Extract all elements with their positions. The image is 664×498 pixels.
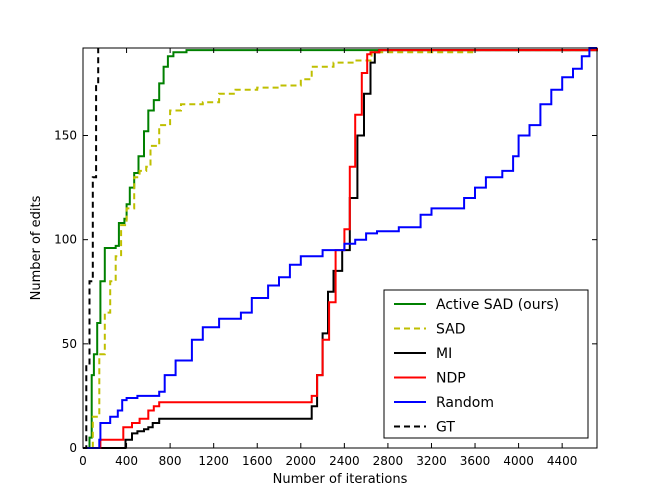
- x-tick-label: 800: [159, 454, 182, 468]
- x-tick-label: 4400: [547, 454, 578, 468]
- legend-label-ndp: NDP: [436, 371, 466, 387]
- legend: Active SAD (ours) SAD MI NDP Random GT: [383, 289, 589, 439]
- x-tick-label: 400: [115, 454, 138, 468]
- legend-label-sad: SAD: [436, 322, 466, 338]
- legend-label-gt: GT: [436, 420, 455, 436]
- legend-label-mi: MI: [436, 346, 452, 362]
- y-tick-label: 50: [62, 337, 77, 351]
- x-tick-label: 0: [79, 454, 87, 468]
- series-line-sad: [83, 48, 598, 449]
- y-axis-label: Number of edits: [29, 195, 44, 300]
- series-line-active-sad-ours: [83, 48, 598, 449]
- x-tick-label: 1200: [198, 454, 229, 468]
- y-tick-label: 150: [54, 129, 77, 143]
- series-line-random: [83, 47, 597, 449]
- legend-label-active-sad-ours: Active SAD (ours): [436, 297, 559, 313]
- y-tick-label: 100: [54, 233, 77, 247]
- series-line-ndp: [83, 48, 598, 449]
- ticks-layer: 0 400 800 1200 1600 2000 2400 2800 3200 3600 4000 4…: [54, 48, 597, 468]
- x-axis-label: Number of iterations: [273, 472, 408, 487]
- x-tick-label: 3200: [416, 454, 447, 468]
- axes-layer: [82, 47, 598, 449]
- x-tick-label: 3600: [460, 454, 491, 468]
- x-tick-label: 1600: [242, 454, 273, 468]
- legend-box: [383, 289, 589, 439]
- legend-label-random: Random: [436, 395, 494, 411]
- x-tick-label: 2400: [329, 454, 360, 468]
- x-tick-label: 2800: [373, 454, 404, 468]
- x-tick-label: 4000: [503, 454, 534, 468]
- x-tick-label: 2000: [286, 454, 317, 468]
- y-tick-label: 0: [69, 441, 77, 455]
- plot-frame: [82, 47, 598, 449]
- series-layer: [83, 47, 598, 449]
